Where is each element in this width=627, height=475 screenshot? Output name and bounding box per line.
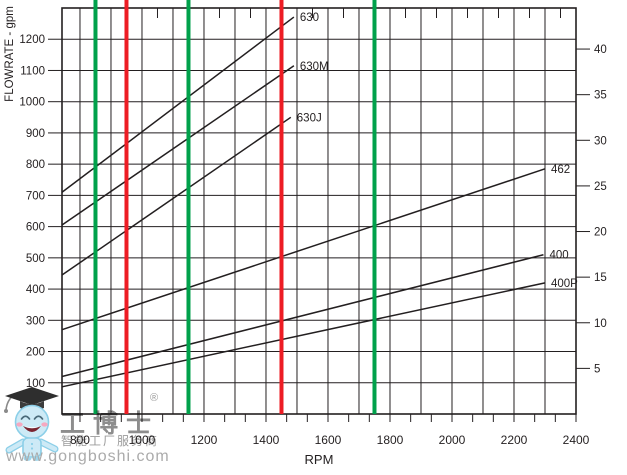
svg-text:5: 5 [594,363,600,375]
svg-text:500: 500 [26,253,45,265]
svg-text:25: 25 [594,181,607,193]
svg-text:1600: 1600 [315,433,342,447]
svg-text:35: 35 [594,90,607,102]
svg-text:1000: 1000 [129,433,156,447]
gridlines [62,8,577,414]
curve-630M [61,65,295,226]
svg-text:200: 200 [26,347,45,359]
svg-text:1200: 1200 [191,433,218,447]
svg-text:2400: 2400 [563,433,590,447]
svg-text:15: 15 [594,272,607,284]
y-axis-title: FLOWRATE - gpm [4,6,16,102]
svg-text:10: 10 [594,318,607,330]
y-axis-left-labels: 100 200 300 400 500 600 700 800 900 1000 1100 1200 [19,34,45,390]
reference-speed-lines [93,0,377,414]
svg-text:1200: 1200 [19,34,45,46]
curve-400P [61,282,546,388]
svg-text:900: 900 [26,128,45,140]
curve-630 [61,16,295,193]
curve-630J [61,116,292,276]
curve-label-400P: 400P [551,278,578,290]
plot-frame [61,7,577,415]
svg-text:800: 800 [70,433,90,447]
svg-text:1100: 1100 [20,65,45,77]
curve-label-630J: 630J [297,112,322,124]
svg-text:400: 400 [26,284,45,296]
curve-label-630: 630 [300,12,319,24]
svg-text:800: 800 [26,159,45,171]
x-axis-title: RPM [305,452,334,467]
svg-text:1800: 1800 [377,433,404,447]
svg-text:700: 700 [26,190,45,202]
curve-label-462: 462 [551,164,570,176]
svg-text:2200: 2200 [501,433,528,447]
curve-462 [61,168,546,331]
svg-text:1000: 1000 [19,97,45,109]
svg-text:40: 40 [594,44,607,56]
y-axis-right-labels: 5 10 15 20 25 30 35 40 [594,44,607,375]
curve-400 [61,253,544,378]
x-axis-labels: 800 1000 1200 1400 1600 1800 2000 2200 2400 [70,433,590,447]
svg-text:300: 300 [26,315,45,327]
model-curves: 630 630M 630J 462 400 400P [61,12,578,388]
svg-text:100: 100 [26,378,45,390]
svg-text:2000: 2000 [439,433,466,447]
curve-label-630M: 630M [300,61,329,73]
svg-text:1400: 1400 [253,433,280,447]
svg-text:20: 20 [594,227,607,239]
curve-label-400: 400 [549,250,568,262]
svg-text:600: 600 [26,222,45,234]
svg-text:30: 30 [594,135,607,147]
